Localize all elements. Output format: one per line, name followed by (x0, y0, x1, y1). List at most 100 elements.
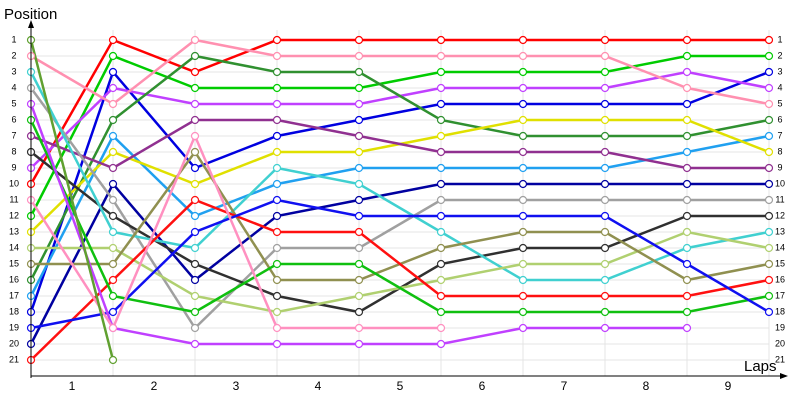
position-marker (518, 83, 528, 93)
position-marker (354, 99, 364, 109)
position-marker (436, 275, 446, 285)
position-marker (764, 259, 774, 269)
y-tick-label-right: 8 (777, 146, 782, 156)
position-marker (190, 147, 200, 157)
position-marker (190, 115, 200, 125)
position-marker (190, 131, 200, 141)
position-marker (354, 243, 364, 253)
position-marker (272, 67, 282, 77)
position-marker (108, 131, 118, 141)
y-tick-label-right: 3 (777, 66, 782, 76)
position-marker (764, 67, 774, 77)
y-tick-label-right: 18 (775, 306, 785, 316)
series-line (30, 118, 769, 170)
position-marker (354, 339, 364, 349)
y-tick-label-right: 10 (775, 178, 785, 188)
position-marker (436, 67, 446, 77)
position-marker (190, 51, 200, 61)
x-tick-label: 4 (315, 379, 322, 393)
y-axis-arrow (28, 20, 34, 28)
position-marker (354, 35, 364, 45)
position-marker (108, 275, 118, 285)
x-tick-label: 2 (151, 379, 158, 393)
y-tick-label-right: 2 (777, 50, 782, 60)
position-marker (190, 275, 200, 285)
position-marker (108, 291, 118, 301)
position-marker (682, 195, 692, 205)
position-marker (518, 147, 528, 157)
position-marker (108, 163, 118, 173)
position-marker (436, 83, 446, 93)
position-marker (436, 211, 446, 221)
position-marker (354, 115, 364, 125)
position-marker (354, 67, 364, 77)
position-marker (518, 115, 528, 125)
position-marker (600, 323, 610, 333)
position-marker (436, 115, 446, 125)
position-marker (272, 259, 282, 269)
position-marker (108, 227, 118, 237)
position-marker (436, 163, 446, 173)
position-marker (272, 323, 282, 333)
y-tick-label: 18 (9, 306, 19, 316)
position-marker (108, 195, 118, 205)
position-marker (190, 227, 200, 237)
position-marker (190, 307, 200, 317)
position-marker (190, 291, 200, 301)
position-marker (764, 131, 774, 141)
position-marker (436, 179, 446, 189)
position-marker (518, 291, 528, 301)
position-marker (272, 227, 282, 237)
y-tick-label: 21 (9, 354, 19, 364)
position-marker (436, 147, 446, 157)
position-marker (436, 323, 446, 333)
y-tick-label-right: 6 (777, 114, 782, 124)
position-marker (518, 179, 528, 189)
y-tick-label: 17 (9, 290, 19, 300)
y-tick-label: 2 (11, 50, 16, 60)
x-tick-label: 5 (397, 379, 404, 393)
position-marker (108, 51, 118, 61)
position-marker (436, 51, 446, 61)
x-tick-label: 8 (643, 379, 650, 393)
position-marker (354, 163, 364, 173)
position-marker (272, 179, 282, 189)
position-marker (108, 35, 118, 45)
position-marker (272, 291, 282, 301)
position-marker (436, 243, 446, 253)
y-tick-label: 20 (9, 338, 19, 348)
position-marker (190, 243, 200, 253)
position-marker (682, 67, 692, 77)
x-tick-label: 6 (479, 379, 486, 393)
position-marker (272, 211, 282, 221)
position-marker (764, 291, 774, 301)
position-marker (764, 275, 774, 285)
position-marker (190, 323, 200, 333)
position-marker (518, 195, 528, 205)
y-axis-title: Position (4, 6, 57, 23)
position-marker (600, 179, 610, 189)
position-marker (108, 179, 118, 189)
y-tick-label: 12 (9, 210, 19, 220)
position-marker (600, 163, 610, 173)
position-marker (272, 99, 282, 109)
position-marker (108, 259, 118, 269)
position-marker (354, 83, 364, 93)
position-marker (354, 131, 364, 141)
y-tick-label-right: 14 (775, 242, 785, 252)
position-marker (518, 67, 528, 77)
y-tick-label-right: 11 (775, 194, 784, 204)
y-tick-label: 7 (11, 130, 16, 140)
position-marker (682, 83, 692, 93)
position-marker (764, 179, 774, 189)
position-marker (108, 243, 118, 253)
x-tick-label: 1 (69, 379, 76, 393)
position-marker (764, 147, 774, 157)
position-marker (354, 51, 364, 61)
position-marker (682, 227, 692, 237)
position-marker (436, 131, 446, 141)
position-marker (764, 115, 774, 125)
position-marker (682, 307, 692, 317)
position-marker (764, 163, 774, 173)
